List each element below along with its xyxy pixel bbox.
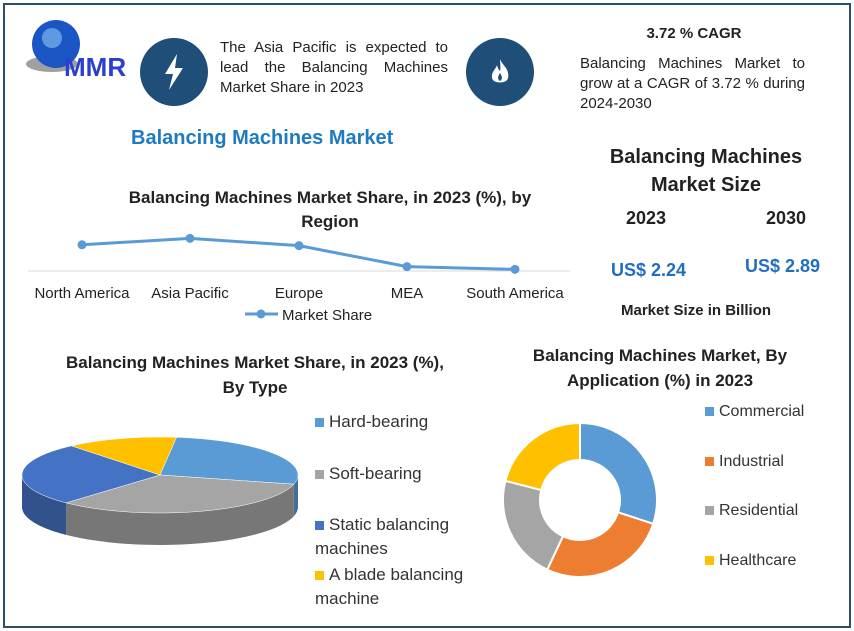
legend-item: A blade balancing machine [315,563,490,611]
pie-side-1 [66,484,294,545]
legend-swatch [315,521,324,530]
data-point-2 [294,241,304,251]
data-point-3 [402,262,412,272]
svg-text:MMR: MMR [64,52,126,82]
x-tick-label: Europe [275,285,323,302]
region-chart-title: Balancing Machines Market Share, in 2023… [128,188,532,231]
application-chart-title: Balancing Machines Market, By Applicatio… [532,346,788,390]
legend-item: Residential [705,502,798,520]
legend-marker [256,309,266,319]
data-point-0 [77,240,87,250]
main-title: Balancing Machines Market [131,127,394,149]
pie-slice-1 [65,474,295,514]
legend-item: Static balancing machines [315,513,490,561]
donut-slice-1 [545,511,655,578]
flame-icon [466,38,534,106]
legend-label: Hard-bearing [329,412,429,431]
type-pie-chart [21,436,299,545]
pie-slice-0 [159,437,299,485]
value-2030: US$ 2.89 [745,256,821,276]
data-point-4 [510,264,520,274]
value-2023: US$ 2.24 [611,260,687,280]
pie-slice-3 [70,436,177,476]
legend-item: Hard-bearing [315,410,490,434]
year-2030: 2030 [766,208,807,228]
donut-slice-2 [502,479,565,572]
legend-swatch [705,506,714,515]
region-line-chart: North America Asia Pacific Europe MEA South … [28,233,570,324]
legend-item: Soft-bearing [315,462,490,486]
legend-label: A blade balancing machine [315,565,464,608]
year-2023: 2023 [626,208,667,228]
pie-side-0 [293,475,298,517]
legend-swatch [315,470,324,479]
cagr-text: Balancing Machines Market to grow at a C… [580,55,805,112]
legend-swatch [705,457,714,466]
legend-label: Residential [719,502,799,519]
cagr-title: 3.72 % CAGR [646,25,742,42]
legend-label: Market Share [282,307,372,324]
legend-item: Industrial [705,453,784,471]
mmr-logo: MMR [22,14,132,84]
legend-label: Soft-bearing [329,464,422,483]
type-chart-title: Balancing Machines Market Share, in 2023… [66,353,444,397]
legend-item: Healthcare [705,552,796,570]
legend-swatch [705,556,714,565]
legend-label: Commercial [719,403,805,420]
legend-label: Industrial [719,453,784,470]
x-tick-label: North America [34,285,130,302]
market-size-title: Balancing Machines Market Size [609,146,803,196]
legend-swatch [705,407,714,416]
x-tick-label: Asia Pacific [151,285,229,302]
legend-item: Commercial [705,403,804,421]
donut-slice-3 [504,421,581,492]
application-donut-chart [502,421,658,578]
x-tick-label: MEA [391,285,424,302]
legend-swatch [315,571,324,580]
asia-pacific-highlight: The Asia Pacific is expected to lead the… [220,39,448,96]
legend-label: Static balancing machines [315,515,450,558]
market-size-unit: Market Size in Billion [621,302,772,319]
globe-icon: MMR [26,20,126,82]
pie-slice-2 [21,445,161,504]
legend-swatch [315,418,324,427]
legend-label: Healthcare [719,552,797,569]
x-tick-label: South America [466,285,564,302]
lightning-icon [140,38,208,106]
data-point-1 [185,233,195,243]
donut-slice-0 [579,421,658,526]
frame-border [3,3,851,628]
